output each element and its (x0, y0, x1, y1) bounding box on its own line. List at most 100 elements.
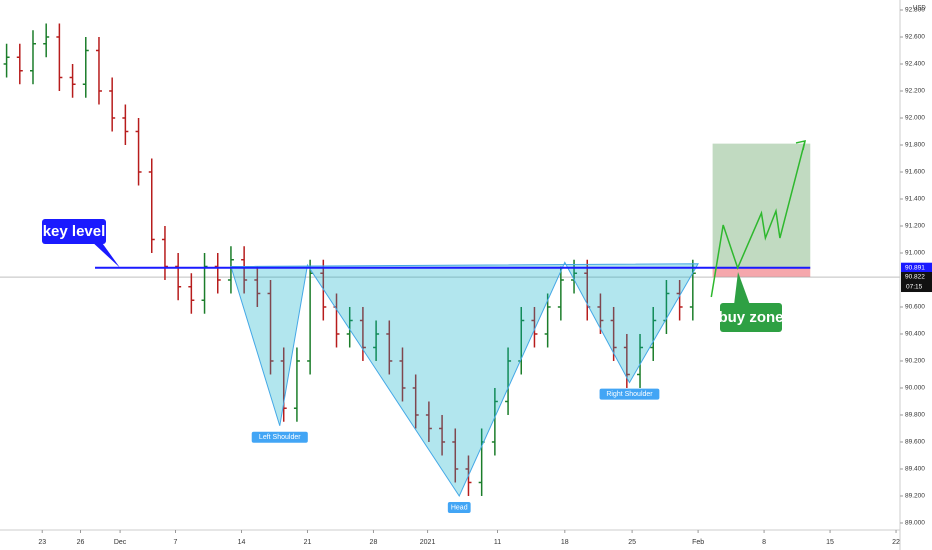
ohlc-bar (293, 347, 300, 422)
ohlc-bar (346, 306, 353, 348)
pattern-label-box (447, 501, 471, 513)
ohlc-bar (399, 347, 406, 402)
ohlc-bar (16, 43, 23, 85)
key-level-price: 90.891 (905, 264, 925, 271)
y-tick-label: 91.600 (905, 169, 925, 176)
ohlc-bar (254, 266, 261, 307)
ohlc-bar (69, 63, 76, 98)
target-zone (712, 143, 811, 268)
x-tick-label: 28 (370, 539, 378, 546)
pattern-label: Left Shoulder (259, 434, 301, 441)
ohlc-bar (425, 401, 432, 442)
pattern-label-box (251, 431, 308, 443)
ohlc-bar (452, 428, 459, 483)
y-tick-label: 90.000 (905, 385, 925, 392)
y-tick-label: 90.600 (905, 304, 925, 311)
time-axis-bg (0, 530, 932, 550)
ohlc-bar (650, 306, 657, 361)
key-level-box (42, 219, 106, 244)
ohlc-bar (491, 387, 498, 456)
ohlc-bar (557, 266, 564, 321)
ohlc-bar (241, 246, 248, 294)
projection-arrowhead (795, 139, 806, 151)
ohlc-bar (689, 259, 696, 321)
y-tick-label: 90.200 (905, 358, 925, 365)
x-tick-label: 26 (77, 539, 85, 546)
projection-path (710, 140, 806, 298)
y-tick-label: 92.000 (905, 115, 925, 122)
y-tick-label: 92.600 (905, 34, 925, 41)
ohlc-bar (201, 252, 208, 314)
key-level-pointer (90, 240, 120, 268)
ohlc-bar (571, 259, 578, 294)
ohlc-bar (386, 320, 393, 375)
x-tick-label: 23 (38, 539, 46, 546)
last-price-tag (901, 272, 932, 293)
x-tick-label: 11 (494, 539, 501, 546)
x-tick-label: 15 (826, 539, 834, 546)
ohlc-bar (148, 158, 155, 253)
ohlc-bar (95, 36, 102, 105)
ohlc-bar (359, 306, 366, 361)
ohlc-bar (56, 23, 63, 91)
y-tick-label: 91.000 (905, 250, 925, 257)
x-tick-label: 14 (238, 539, 246, 546)
x-tick-label: Dec (114, 539, 127, 546)
y-tick-label: 89.800 (905, 412, 925, 419)
buy-zone-box (720, 303, 782, 332)
ohlc-bar (175, 252, 182, 301)
buy-zone-label: buy zone (718, 309, 783, 326)
ohlc-bar (676, 279, 683, 321)
ohlc-bar (3, 43, 10, 78)
pattern-label: Right Shoulder (606, 391, 653, 398)
x-tick-label: 18 (561, 539, 569, 546)
ohlc-bar (122, 104, 129, 145)
y-tick-label: 91.200 (905, 223, 925, 230)
pattern (230, 261, 699, 498)
ohlc-bar (637, 333, 644, 388)
ohlc-bar (531, 306, 538, 348)
ohlc-bar (610, 306, 617, 361)
y-tick-label: 92.200 (905, 88, 925, 95)
buy-zone-pointer (734, 272, 750, 305)
key-level-label: key level (43, 223, 106, 240)
y-tick-label: 91.400 (905, 196, 925, 203)
ohlc-bar (188, 273, 195, 314)
ohlc-bar (544, 293, 551, 348)
ohlc-bar (280, 347, 287, 422)
y-tick-label: 91.800 (905, 142, 925, 149)
countdown: 07:15 (906, 284, 923, 291)
ohlc-bar (373, 320, 380, 361)
x-tick-label: 7 (174, 539, 178, 546)
ohlc-bar (227, 246, 234, 294)
pattern-label-box (599, 388, 660, 400)
x-tick-label: 2021 (420, 539, 436, 546)
x-tick-label: 25 (628, 539, 636, 546)
ohlc-bar (135, 117, 142, 186)
ohlc-bar (412, 374, 419, 429)
ohlc-bar (161, 225, 168, 280)
y-tick-label: 89.600 (905, 439, 925, 446)
ohlc-bar (623, 333, 630, 388)
currency: USD (913, 6, 926, 12)
ohlc-bar (439, 414, 446, 456)
ohlc-bar (29, 30, 36, 85)
ohlc-bar (109, 77, 116, 132)
y-tick-label: 89.400 (905, 466, 925, 473)
x-tick-label: Feb (692, 539, 704, 546)
ohlc-bar (43, 23, 50, 58)
stop-zone (712, 267, 811, 278)
ohlc-bar (597, 293, 604, 334)
key-level-tag (901, 262, 932, 273)
ohlc-bar (214, 252, 221, 294)
y-tick-label: 89.200 (905, 493, 925, 500)
ohlc-bar (505, 347, 512, 415)
ohlc-bar (82, 36, 89, 98)
x-tick-label: 21 (304, 539, 312, 546)
y-tick-label: 90.400 (905, 331, 925, 338)
ohlc-bar (267, 279, 274, 375)
x-tick-label: 22 (892, 539, 900, 546)
y-tick-label: 92.400 (905, 61, 925, 68)
y-tick-label: 92.800 (905, 7, 925, 14)
